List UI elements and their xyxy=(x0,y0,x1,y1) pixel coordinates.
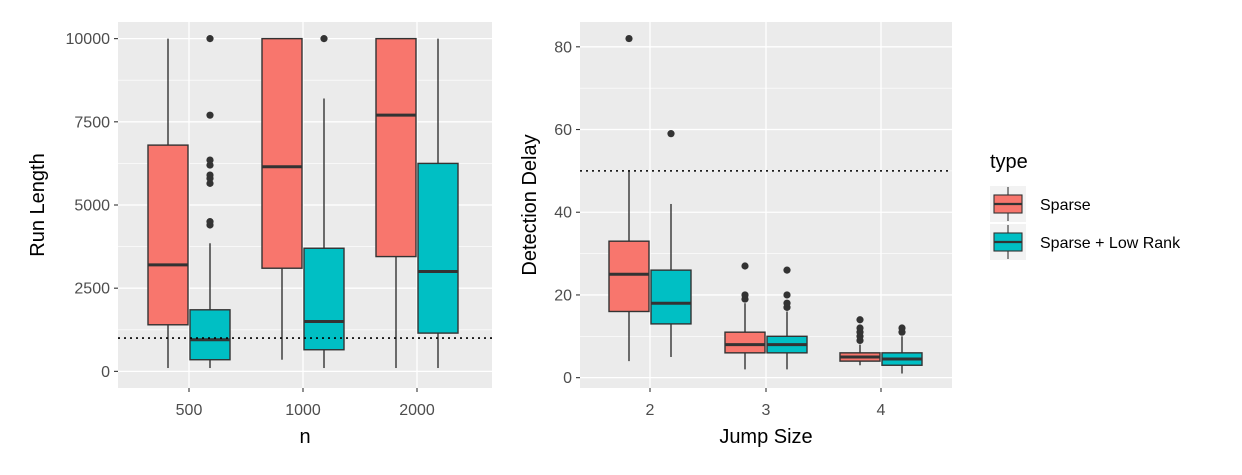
legend-label-sparse-low-rank: Sparse + Low Rank xyxy=(1040,235,1181,252)
box-iqr xyxy=(261,37,303,269)
y-tick-label: 5000 xyxy=(74,198,110,215)
y-tick-label: 0 xyxy=(101,364,110,381)
box-iqr xyxy=(650,269,692,325)
y-tick-label: 20 xyxy=(554,287,572,304)
y-tick-label: 60 xyxy=(554,122,572,139)
box-sparse-low-rank-1000 xyxy=(303,35,345,369)
legend-label-sparse: Sparse xyxy=(1040,197,1091,214)
outlier-point xyxy=(741,291,749,299)
outlier-point xyxy=(898,324,906,332)
outlier-point xyxy=(783,266,791,274)
box-sparse-2 xyxy=(608,34,650,362)
y-tick-label: 2500 xyxy=(74,281,110,298)
outlier-point xyxy=(206,171,214,179)
outlier-point xyxy=(783,299,791,307)
box-sparse-1000 xyxy=(261,37,303,360)
legend-title: type xyxy=(990,151,1028,173)
x-tick-label: 1000 xyxy=(285,402,321,419)
box-iqr xyxy=(417,162,459,334)
outlier-point xyxy=(625,34,633,43)
outlier-point xyxy=(206,218,214,226)
box-iqr xyxy=(147,144,189,326)
y-tick-label: 10000 xyxy=(66,31,111,48)
outlier-point xyxy=(856,316,864,324)
x-tick-label: 2000 xyxy=(399,402,435,419)
outlier-point xyxy=(320,35,328,43)
y-tick-label: 0 xyxy=(563,370,572,387)
box-sparse-2000 xyxy=(375,37,417,369)
x-tick-label: 500 xyxy=(176,402,203,419)
outlier-point xyxy=(856,324,864,332)
box-sparse-low-rank-500 xyxy=(189,35,231,369)
box-iqr xyxy=(303,247,345,351)
legend-item-sparse: Sparse xyxy=(990,186,1091,222)
y-tick-label: 7500 xyxy=(74,114,110,131)
box-sparse-low-rank-3 xyxy=(766,266,808,370)
legend-item-sparse-low-rank: Sparse + Low Rank xyxy=(990,224,1181,260)
box-sparse-500 xyxy=(147,38,189,369)
y-axis-title: Detection Delay xyxy=(519,134,541,275)
outlier-point xyxy=(206,111,214,119)
outlier-point xyxy=(206,161,214,169)
outlier-point xyxy=(206,35,214,43)
x-tick-label: 2 xyxy=(646,402,655,419)
box-iqr xyxy=(189,309,231,361)
y-axis-title: Run Length xyxy=(27,153,49,256)
outlier-point xyxy=(741,262,749,270)
run-length-panel: 0 2500 5000 7500 10000 500 1000 2000 n Run Length xyxy=(27,22,492,448)
x-tick-label: 4 xyxy=(877,402,886,419)
box-iqr xyxy=(608,240,650,313)
outlier-point xyxy=(667,130,675,138)
box-sparse-low-rank-4 xyxy=(881,324,923,374)
box-sparse-3 xyxy=(724,262,766,370)
x-axis-title: Jump Size xyxy=(719,426,812,448)
outlier-point xyxy=(206,156,214,164)
box-sparse-4 xyxy=(839,316,881,366)
y-tick-label: 40 xyxy=(554,205,572,222)
outlier-point xyxy=(206,179,214,187)
x-axis-title: n xyxy=(299,426,310,448)
x-tick-label: 3 xyxy=(762,402,771,419)
box-sparse-low-rank-2 xyxy=(650,130,692,357)
outlier-point xyxy=(783,291,791,299)
legend: type Sparse Sparse + Low Rank xyxy=(990,151,1181,260)
detection-delay-panel: 0 20 40 60 80 2 3 4 Jump Size Detection Delay xyxy=(519,22,952,448)
box-iqr xyxy=(375,37,417,258)
box-iqr xyxy=(724,331,766,354)
box-sparse-low-rank-2000 xyxy=(417,38,459,369)
y-tick-label: 80 xyxy=(554,39,572,56)
